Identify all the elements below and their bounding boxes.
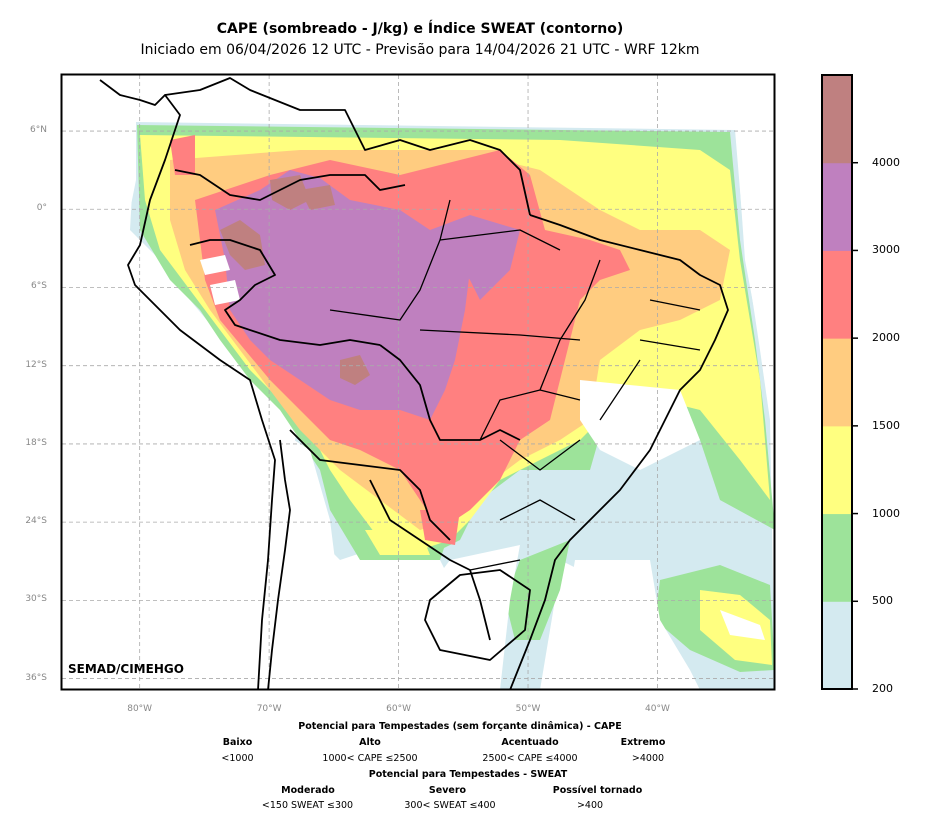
cape-region-2000-3000 (170, 135, 195, 175)
sweat-legend-title: Potencial para Tempestades - SWEAT (368, 769, 568, 780)
borders (99, 77, 729, 689)
border-colombia-brazil (174, 169, 406, 201)
y-tick-label: 0° (36, 203, 47, 214)
cape-class-name: Baixo (222, 737, 253, 748)
colorbar-tick-label: 2000 (872, 331, 900, 345)
cape-class-range: 1000< CAPE ≤2500 (322, 753, 418, 764)
border-bolivia-brazil (379, 344, 521, 441)
coastline-west (99, 79, 276, 689)
y-tick-label: 30°S (25, 594, 47, 605)
y-tick-label: 6°N (30, 125, 47, 136)
chart-title: CAPE (sombreado - J/kg) e Índice SWEAT (… (216, 21, 624, 37)
cape-region-3000-4000 (430, 215, 520, 300)
y-tick-label: 12°S (25, 359, 47, 370)
x-tick-label: 80°W (127, 704, 153, 714)
colorbar-segment (822, 601, 852, 690)
y-tick-label: 36°S (25, 672, 47, 683)
cape-class-name: Extremo (620, 737, 666, 748)
sweat-class-name: Possível tornado (552, 785, 643, 796)
border-paraguay-argentina (369, 479, 491, 641)
sweat-class-range: <150 SWEAT ≤300 (261, 800, 354, 811)
cape-gap (720, 610, 765, 640)
x-tick-label: 40°W (645, 704, 670, 714)
colorbar-segment (822, 425, 852, 515)
cape-class-range: >4000 (631, 753, 665, 764)
cape-class-name: Acentuado (501, 737, 559, 748)
sweat-class-range: 300< SWEAT ≤400 (404, 800, 496, 811)
cape-gap (200, 255, 230, 275)
colorbar-frame (821, 74, 853, 690)
sweat-class-name: Moderado (281, 785, 335, 796)
cape-region-3000-4000 (215, 170, 470, 420)
colorbar (821, 74, 858, 690)
cape-class-range: <1000 (221, 753, 254, 764)
sweat-class-range: >400 (576, 800, 604, 811)
brazil-state-borders (329, 199, 701, 571)
colorbar-segment (822, 338, 852, 427)
border-uruguay (424, 569, 531, 661)
coastline-northeast (509, 214, 729, 689)
x-tick-label: 60°W (386, 704, 411, 714)
y-tick-label: 24°S (25, 516, 47, 527)
border-peru-brazil (189, 239, 381, 346)
border-chile-argentina (267, 439, 291, 689)
colorbar-segment (822, 75, 852, 164)
colorbar-tick-label: 3000 (872, 243, 900, 257)
coastline-north (164, 77, 531, 216)
cape-gap (420, 545, 520, 689)
cape-gap (62, 75, 774, 130)
cape-gap (736, 130, 774, 415)
x-tick-label: 50°W (515, 704, 541, 714)
cape-region-above-4000 (300, 185, 335, 210)
cape-region-2000-3000 (420, 510, 460, 545)
colorbar-segment (822, 250, 852, 339)
map-frame (60, 73, 776, 691)
cape-class-range: 2500< CAPE ≤4000 (482, 753, 578, 764)
y-tick-label: 6°S (31, 281, 47, 292)
cape-legend-title: Potencial para Tempestades (sem forçante… (298, 721, 622, 732)
colorbar-tick-label: 1500 (872, 418, 900, 432)
colorbar-tick-label: 1000 (872, 506, 900, 520)
colorbar-tick-label: 4000 (872, 155, 900, 169)
y-tick-label: 18°S (25, 437, 47, 448)
sweat-class-name: Severo (428, 785, 467, 796)
cape-gap (580, 380, 700, 470)
cape-gap (210, 280, 240, 305)
x-tick-label: 70°W (256, 704, 282, 714)
cape-gap (560, 560, 700, 689)
cape-region-above-4000 (340, 355, 370, 385)
border-bolivia-paraguay (289, 429, 451, 541)
colorbar-segment (822, 513, 852, 602)
chart-subtitle: Iniciado em 06/04/2026 12 UTC - Previsão… (140, 42, 700, 58)
cape-class-name: Alto (359, 737, 381, 748)
graticule (62, 75, 774, 689)
colorbar-tick-label: 500 (872, 594, 893, 608)
colorbar-tick-label: 200 (872, 682, 893, 695)
credit-label: SEMAD/CIMEHGO (68, 662, 184, 676)
cape-region-above-4000 (270, 175, 310, 210)
colorbar-segment (822, 162, 852, 251)
